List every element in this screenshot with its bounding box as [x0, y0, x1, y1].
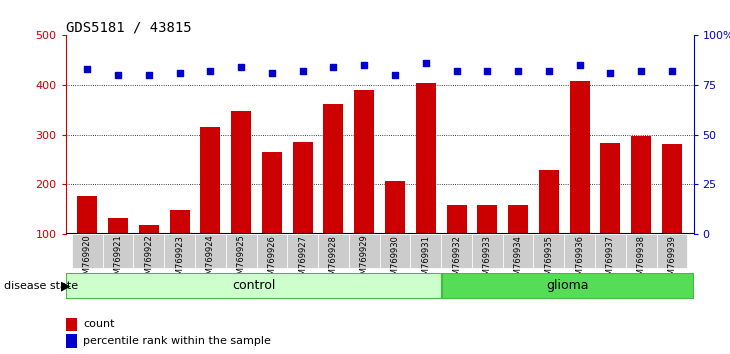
Text: GSM769925: GSM769925 — [237, 235, 245, 285]
FancyBboxPatch shape — [410, 234, 441, 268]
Point — [143, 72, 155, 78]
Bar — [200, 127, 220, 234]
FancyBboxPatch shape — [595, 234, 626, 268]
FancyBboxPatch shape — [503, 234, 534, 268]
Text: GSM769926: GSM769926 — [267, 235, 277, 286]
Text: GSM769928: GSM769928 — [329, 235, 338, 286]
Point — [328, 64, 339, 70]
FancyBboxPatch shape — [164, 234, 195, 268]
Bar — [77, 196, 97, 234]
Text: GSM769922: GSM769922 — [145, 235, 153, 285]
Point — [420, 60, 431, 66]
Text: GSM769937: GSM769937 — [606, 235, 615, 286]
Text: GSM769921: GSM769921 — [114, 235, 123, 285]
FancyBboxPatch shape — [472, 234, 503, 268]
Text: GSM769934: GSM769934 — [514, 235, 523, 286]
Bar — [262, 152, 282, 234]
Text: disease state: disease state — [4, 281, 78, 291]
FancyBboxPatch shape — [349, 234, 380, 268]
FancyBboxPatch shape — [626, 234, 656, 268]
Text: GSM769923: GSM769923 — [175, 235, 184, 286]
Point — [543, 68, 555, 74]
Bar — [354, 90, 374, 234]
Point — [235, 64, 247, 70]
FancyBboxPatch shape — [256, 234, 288, 268]
FancyBboxPatch shape — [134, 234, 164, 268]
Text: ▶: ▶ — [61, 280, 70, 292]
FancyBboxPatch shape — [226, 234, 256, 268]
Point — [450, 68, 462, 74]
Text: GSM769920: GSM769920 — [82, 235, 92, 285]
Text: GDS5181 / 43815: GDS5181 / 43815 — [66, 20, 191, 34]
FancyBboxPatch shape — [103, 234, 134, 268]
Point — [266, 70, 277, 76]
Text: count: count — [83, 319, 115, 329]
Bar — [508, 205, 528, 234]
Text: GSM769931: GSM769931 — [421, 235, 430, 286]
Bar — [569, 81, 590, 234]
Bar — [66, 334, 77, 348]
Bar — [662, 144, 682, 234]
Text: GSM769936: GSM769936 — [575, 235, 584, 286]
Text: GSM769927: GSM769927 — [298, 235, 307, 286]
Bar — [442, 273, 694, 299]
Bar — [139, 225, 159, 234]
Point — [389, 72, 401, 78]
Bar — [323, 104, 343, 234]
FancyBboxPatch shape — [534, 234, 564, 268]
Text: GSM769939: GSM769939 — [667, 235, 677, 286]
Text: glioma: glioma — [547, 279, 589, 292]
Point — [574, 62, 585, 68]
Bar — [66, 318, 77, 331]
Text: GSM769930: GSM769930 — [391, 235, 399, 286]
Point — [512, 68, 524, 74]
Text: GSM769932: GSM769932 — [452, 235, 461, 286]
Point — [635, 68, 647, 74]
Bar — [600, 143, 620, 234]
Bar — [66, 273, 442, 299]
FancyBboxPatch shape — [380, 234, 410, 268]
Text: GSM769933: GSM769933 — [483, 235, 492, 286]
Bar — [631, 136, 651, 234]
FancyBboxPatch shape — [564, 234, 595, 268]
Point — [112, 72, 124, 78]
FancyBboxPatch shape — [441, 234, 472, 268]
Bar — [169, 210, 190, 234]
FancyBboxPatch shape — [195, 234, 226, 268]
Text: GSM769935: GSM769935 — [545, 235, 553, 286]
FancyBboxPatch shape — [288, 234, 318, 268]
Point — [297, 68, 309, 74]
Point — [482, 68, 493, 74]
FancyBboxPatch shape — [72, 234, 103, 268]
FancyBboxPatch shape — [656, 234, 688, 268]
Bar — [293, 142, 312, 234]
Text: percentile rank within the sample: percentile rank within the sample — [83, 336, 271, 346]
Text: GSM769929: GSM769929 — [360, 235, 369, 285]
Text: control: control — [232, 279, 276, 292]
Point — [174, 70, 185, 76]
Bar — [385, 181, 405, 234]
Point — [82, 66, 93, 72]
Point — [666, 68, 677, 74]
Bar — [477, 205, 497, 234]
Bar — [539, 170, 559, 234]
Point — [358, 62, 370, 68]
Bar — [108, 218, 128, 234]
Text: GSM769938: GSM769938 — [637, 235, 645, 286]
Bar — [447, 205, 466, 234]
Text: GSM769924: GSM769924 — [206, 235, 215, 285]
Bar — [231, 111, 251, 234]
Point — [204, 68, 216, 74]
Bar — [416, 84, 436, 234]
FancyBboxPatch shape — [318, 234, 349, 268]
Point — [604, 70, 616, 76]
